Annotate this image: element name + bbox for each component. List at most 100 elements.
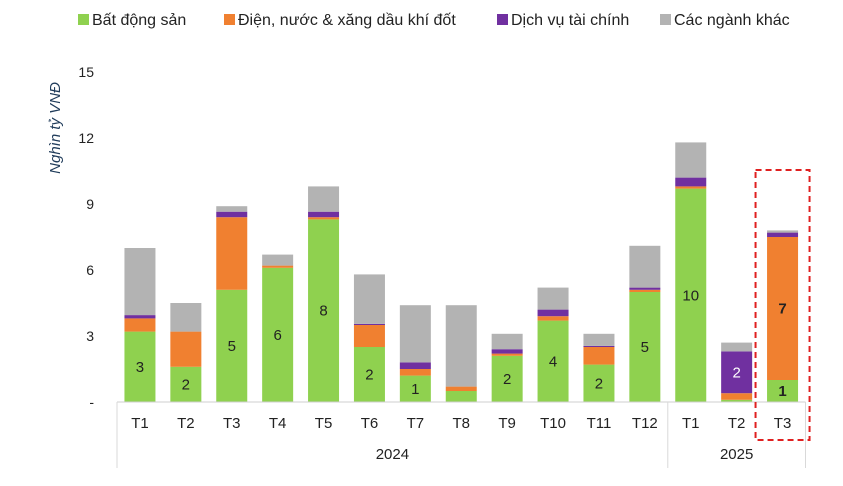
bar-segment <box>583 364 615 402</box>
legend-swatch <box>660 14 671 25</box>
legend-label: Bất động sản <box>92 12 186 29</box>
legend-swatch <box>78 14 89 25</box>
legend-swatch <box>224 14 235 25</box>
data-label: 2 <box>595 375 603 392</box>
bar-segment <box>308 217 340 220</box>
bar-segment <box>262 254 294 266</box>
x-tick-label: T1 <box>131 415 149 432</box>
data-label: 1 <box>778 383 786 400</box>
bar-segment <box>262 267 294 402</box>
x-tick-label: T10 <box>540 415 566 432</box>
bar-segment <box>308 219 340 402</box>
y-axis-label: Nghìn tỷ VNĐ <box>47 82 64 174</box>
y-tick-label: 9 <box>86 196 94 212</box>
bar-segment <box>353 274 385 324</box>
bar-segment <box>583 347 615 365</box>
data-label: 8 <box>319 303 327 320</box>
bar-segment <box>399 305 431 363</box>
bar-segment <box>399 375 431 402</box>
data-label: 2 <box>732 364 740 381</box>
legend-label: Các ngành khác <box>674 12 790 29</box>
x-tick-label: T3 <box>774 415 792 432</box>
bar-segment <box>675 142 707 178</box>
x-tick-label: T7 <box>407 415 425 432</box>
data-label: 2 <box>182 376 190 393</box>
y-axis-ticks: - 3 6 9 12 15 <box>78 64 94 410</box>
bar-segment <box>767 237 799 380</box>
bar-segment <box>537 309 569 317</box>
data-label: 1 <box>411 381 419 398</box>
data-label: 3 <box>136 359 144 376</box>
bar-segment <box>767 380 799 402</box>
bar-segment <box>675 188 707 402</box>
bar-segment <box>629 245 661 288</box>
y-tick-label: 12 <box>78 130 94 146</box>
x-tick-label: T2 <box>177 415 195 432</box>
bar-segment <box>170 366 202 402</box>
bar-segment <box>262 265 294 268</box>
y-tick-label: 3 <box>86 328 94 344</box>
x-axis: T1 T2 T3 T4 T5 T6 T7 T8 T9 T10 T11 T12 T1 T2 T3 2024 202… <box>116 401 806 468</box>
bar-segment <box>216 211 248 218</box>
legend-label: Dịch vụ tài chính <box>511 12 629 29</box>
x-tick-label: T5 <box>315 415 333 432</box>
bar-segment <box>170 303 202 332</box>
data-label: 5 <box>641 339 649 356</box>
data-label: 6 <box>273 327 281 344</box>
bars: 3 2 5 6 8 2 1 2 4 2 5 10 2 1 7 <box>124 142 799 402</box>
bar-segment <box>216 217 248 290</box>
bar-segment <box>124 331 156 402</box>
group-label: 2025 <box>720 446 753 463</box>
bar-segment <box>537 287 569 310</box>
bar-segment <box>491 333 523 350</box>
data-label: 7 <box>778 301 786 318</box>
bar-segment <box>353 323 385 325</box>
bar-segment <box>445 391 477 402</box>
legend-swatch <box>497 14 508 25</box>
bar-segment <box>491 353 523 356</box>
bar-segment <box>721 342 753 352</box>
bar-segment <box>399 362 431 369</box>
bar-segment <box>583 333 615 346</box>
x-tick-label: T8 <box>452 415 470 432</box>
bar-segment <box>308 211 340 218</box>
bar-segment <box>216 206 248 212</box>
x-tick-label: T12 <box>632 415 658 432</box>
bar-segment <box>583 345 615 347</box>
legend-label: Điện, nước & xăng dầu khí đốt <box>238 12 456 29</box>
bar-segment <box>399 369 431 376</box>
bar-segment <box>721 399 753 402</box>
x-tick-label: T11 <box>587 415 612 432</box>
x-tick-label: T4 <box>269 415 287 432</box>
highlight-rect <box>754 169 811 441</box>
bar-segment <box>353 325 385 347</box>
bar-segment <box>216 289 248 402</box>
data-label: 4 <box>549 353 557 370</box>
bar-segment <box>537 316 569 321</box>
x-tick-label: T2 <box>728 415 746 432</box>
bar-segment <box>721 351 753 394</box>
bar-segment <box>721 393 753 400</box>
y-tick-label: 6 <box>86 262 94 278</box>
bar-segment <box>491 349 523 354</box>
bar-segment <box>170 331 202 367</box>
x-tick-label: T6 <box>361 415 379 432</box>
group-label: 2024 <box>376 446 409 463</box>
bar-segment <box>353 347 385 402</box>
highlight-box <box>754 169 811 441</box>
bar-segment <box>445 386 477 391</box>
x-tick-label: T1 <box>682 415 700 432</box>
y-tick-label: - <box>89 394 94 410</box>
data-label: 10 <box>682 287 699 304</box>
bar-segment <box>629 289 661 292</box>
bar-segment <box>537 320 569 402</box>
bar-segment <box>308 186 340 212</box>
data-label: 2 <box>365 367 373 384</box>
bar-segment <box>491 355 523 402</box>
bar-segment <box>767 232 799 237</box>
bar-segment <box>767 230 799 233</box>
bar-segment <box>675 186 707 189</box>
data-label: 2 <box>503 371 511 388</box>
x-tick-label: T9 <box>498 415 516 432</box>
